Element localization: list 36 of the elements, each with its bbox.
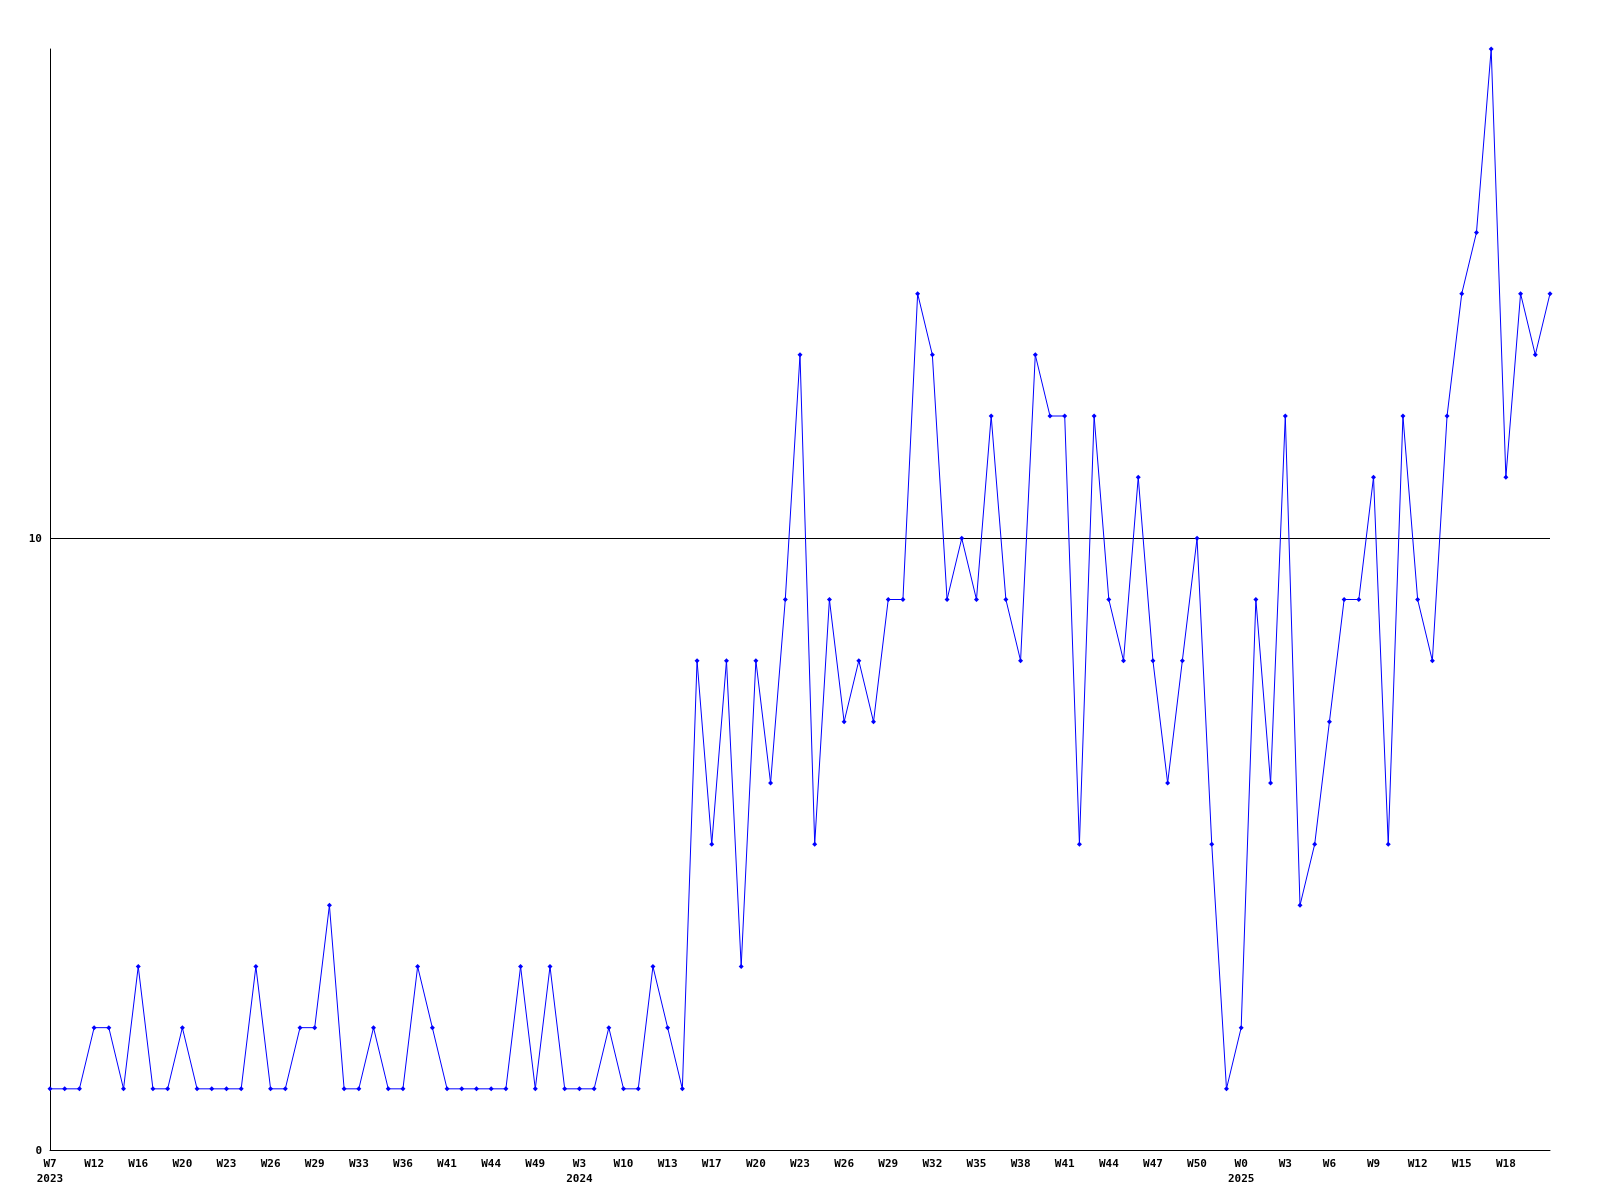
- x-tick-label: W36: [393, 1157, 414, 1170]
- x-tick-label: W47: [1143, 1157, 1163, 1170]
- x-tick-label: W41: [1054, 1157, 1076, 1170]
- x-tick-label: W32: [922, 1157, 943, 1170]
- x-tick-label: W35: [966, 1157, 987, 1170]
- x-tick-label: W7 2023: [36, 1157, 64, 1185]
- x-tick-label: W9: [1366, 1157, 1381, 1170]
- x-tick-label: W20: [172, 1157, 193, 1170]
- x-tick-label: W50: [1187, 1157, 1207, 1170]
- x-tick-label: W17: [701, 1157, 722, 1170]
- x-tick-label: W3: [1278, 1157, 1292, 1170]
- x-tick-label: W23: [216, 1157, 237, 1170]
- x-tick-label: W15: [1451, 1157, 1472, 1170]
- x-tick-label: W12: [1407, 1157, 1428, 1170]
- x-tick-label: W29: [878, 1157, 899, 1170]
- x-tick-label: W33: [348, 1157, 369, 1170]
- x-tick-label: W44: [1098, 1157, 1120, 1170]
- x-tick-label: W41: [437, 1157, 458, 1170]
- x-tick-label: W20: [745, 1157, 766, 1170]
- x-tick-label: W44: [481, 1157, 502, 1170]
- x-tick-label: W29: [304, 1157, 325, 1170]
- x-tick-label: W16: [128, 1157, 149, 1170]
- x-tick-label: W0 2025: [1227, 1157, 1255, 1185]
- x-tick-label: W23: [790, 1157, 810, 1170]
- x-tick-label: W38: [1010, 1157, 1031, 1170]
- x-tick-label: W49: [525, 1157, 546, 1170]
- x-tick-label: W18: [1495, 1157, 1516, 1170]
- x-tick-label: W3 2024: [566, 1157, 594, 1185]
- x-tick-label: W13: [657, 1157, 678, 1170]
- x-tick-label: W26: [260, 1157, 281, 1170]
- y-tick-label: 10: [28, 531, 42, 545]
- x-tick-label: W10: [613, 1157, 634, 1170]
- y-tick-label: 0: [35, 1143, 42, 1157]
- x-tick-label: W12: [84, 1157, 105, 1170]
- x-tick-label: W6: [1322, 1157, 1337, 1170]
- x-tick-label: W26: [834, 1157, 855, 1170]
